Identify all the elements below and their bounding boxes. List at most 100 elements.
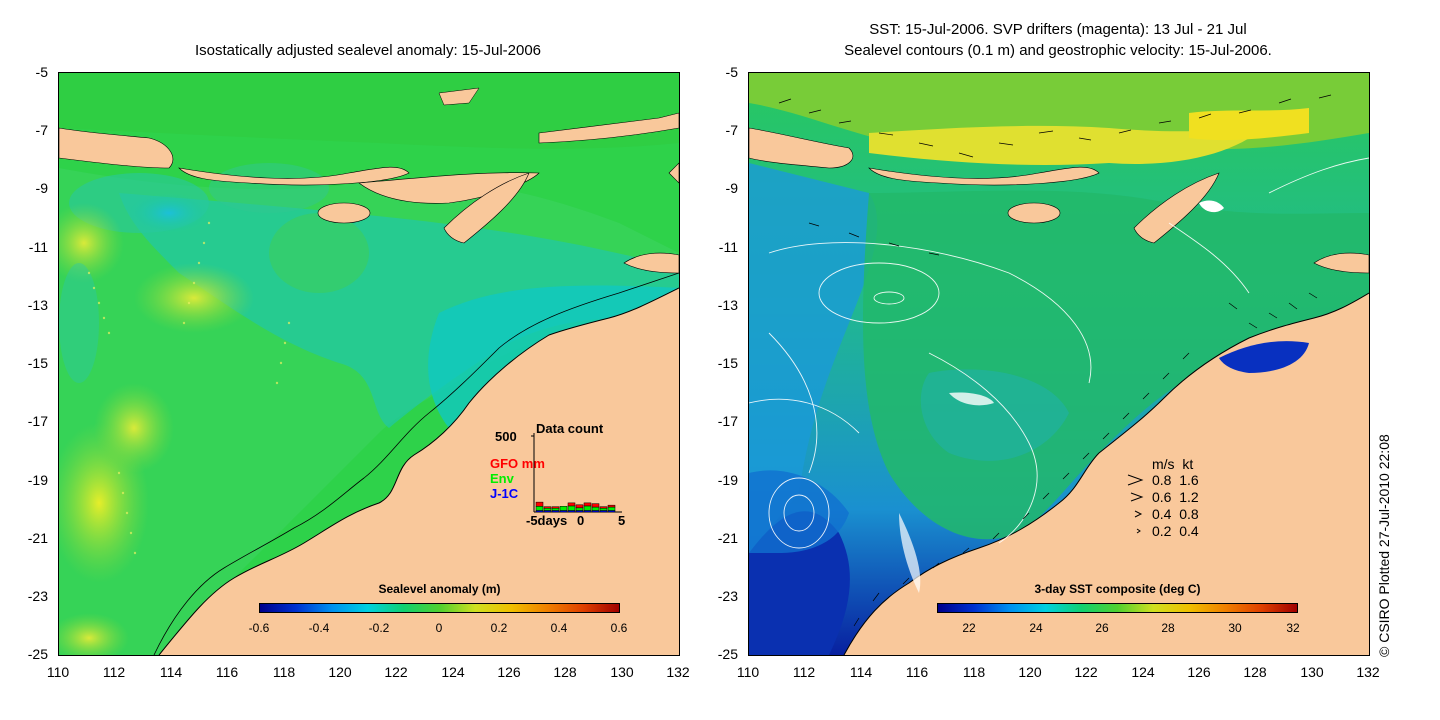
right-x-tick-label: 130 bbox=[1300, 664, 1324, 680]
right-y-tick-label: -11 bbox=[718, 239, 738, 255]
right-y-tick-label: -15 bbox=[717, 355, 738, 371]
left-y-tick-label: -21 bbox=[27, 530, 48, 546]
sla-colorbar-label: 0.2 bbox=[490, 621, 508, 635]
right-y-tick-label: -9 bbox=[725, 180, 738, 196]
right-y-tick-label: -17 bbox=[717, 413, 738, 429]
data-count-bar bbox=[535, 506, 544, 511]
sst-colorbar-label: 32 bbox=[1286, 621, 1300, 635]
right-x-tick-label: 122 bbox=[1074, 664, 1098, 680]
sla-colorbar-label: -0.2 bbox=[368, 621, 390, 635]
left-y-tick-label: -11 bbox=[28, 239, 48, 255]
left-x-tick-label: 130 bbox=[610, 664, 634, 680]
sla-colorbar bbox=[259, 603, 620, 613]
data-count-bar bbox=[551, 506, 560, 509]
data-count-bar bbox=[599, 506, 608, 509]
sst-colorbar-label: 22 bbox=[962, 621, 976, 635]
right-y-tick-label: -5 bbox=[725, 64, 738, 80]
sst-colorbar bbox=[937, 603, 1298, 613]
data-count-xlabel: -5days bbox=[526, 513, 568, 528]
data-count-bar bbox=[607, 504, 616, 508]
left-x-tick-label: 120 bbox=[328, 664, 352, 680]
data-count-title: Data count bbox=[536, 421, 604, 436]
right-y-tick-label: -7 bbox=[725, 122, 738, 138]
left-y-tick-label: -7 bbox=[35, 122, 48, 138]
left-map-title: Isostatically adjusted sealevel anomaly:… bbox=[194, 42, 542, 59]
data-count-bar bbox=[543, 506, 552, 509]
left-x-tick-label: 122 bbox=[384, 664, 408, 680]
right-y-tick-label: -21 bbox=[717, 530, 738, 546]
data-count-legend-env: Env bbox=[490, 471, 514, 486]
left-x-tick-label: 126 bbox=[497, 664, 521, 680]
data-count-bar bbox=[591, 506, 600, 511]
left-y-tick-label: -23 bbox=[27, 588, 48, 604]
left-x-tick-label: 114 bbox=[159, 664, 183, 680]
velocity-legend-row: 0.6 1.2 bbox=[1152, 489, 1199, 505]
data-count-xlabel: 5 bbox=[618, 513, 626, 528]
sst-colorbar-title: 3-day SST composite (deg C) bbox=[1034, 582, 1201, 596]
left-y-tick-label: -25 bbox=[27, 646, 48, 662]
left-y-tick-label: -13 bbox=[27, 297, 48, 313]
right-x-tick-label: 128 bbox=[1243, 664, 1267, 680]
sst-colorbar-label: 26 bbox=[1095, 621, 1109, 635]
sla-colorbar-title: Sealevel anomaly (m) bbox=[378, 582, 501, 596]
data-count-bar bbox=[575, 504, 584, 509]
csiro-credit: © CSIRO Plotted 27-Jul-2010 22:08 bbox=[1376, 434, 1392, 657]
right-y-tick-label: -19 bbox=[717, 472, 738, 488]
data-count-bar bbox=[543, 507, 552, 511]
data-count-legend-gfo: GFO mm bbox=[490, 456, 545, 471]
right-x-tick-label: 126 bbox=[1187, 664, 1211, 680]
right-x-tick-label: 120 bbox=[1018, 664, 1042, 680]
data-count-bar bbox=[575, 507, 584, 511]
right-y-tick-label: -23 bbox=[717, 588, 738, 604]
left-x-tick-label: 132 bbox=[666, 664, 690, 680]
data-count-bar bbox=[535, 501, 544, 507]
left-x-tick-label: 116 bbox=[215, 664, 239, 680]
left-x-tick-label: 124 bbox=[441, 664, 465, 680]
right-map-title-line2: Sealevel contours (0.1 m) and geostrophi… bbox=[844, 42, 1272, 59]
data-count-chart bbox=[531, 433, 622, 513]
sst-colorbar-label: 24 bbox=[1029, 621, 1043, 635]
data-count-bar bbox=[607, 506, 616, 511]
right-x-tick-label: 110 bbox=[736, 664, 760, 680]
velocity-legend-row: 0.8 1.6 bbox=[1152, 472, 1199, 488]
data-count-bar bbox=[551, 507, 560, 511]
sla-colorbar-label: 0.6 bbox=[610, 621, 628, 635]
data-count-xlabel: 0 bbox=[577, 513, 585, 528]
sst-map bbox=[748, 72, 1370, 656]
left-y-tick-label: -5 bbox=[35, 64, 48, 80]
data-count-bar bbox=[583, 505, 592, 511]
left-y-tick-label: -15 bbox=[27, 355, 48, 371]
right-map-title-line1: SST: 15-Jul-2006. SVP drifters (magenta)… bbox=[869, 21, 1247, 38]
left-y-tick-label: -9 bbox=[35, 180, 48, 196]
sla-colorbar-label: 0.4 bbox=[550, 621, 568, 635]
data-count-bar bbox=[567, 505, 576, 511]
sst-colorbar-label: 28 bbox=[1161, 621, 1175, 635]
left-x-tick-label: 118 bbox=[272, 664, 296, 680]
right-y-tick-label: -25 bbox=[717, 646, 738, 662]
velocity-legend-row: 0.4 0.8 bbox=[1152, 506, 1199, 522]
left-x-tick-label: 110 bbox=[46, 664, 70, 680]
sst-colorbar-label: 30 bbox=[1228, 621, 1242, 635]
left-x-tick-label: 112 bbox=[102, 664, 126, 680]
sealevel-anomaly-map bbox=[58, 72, 680, 656]
left-y-tick-label: -19 bbox=[27, 472, 48, 488]
data-count-ytick: 500 bbox=[495, 429, 517, 444]
data-count-bar bbox=[583, 502, 592, 507]
right-y-tick-label: -13 bbox=[717, 297, 738, 313]
velocity-legend-arrows bbox=[1127, 474, 1144, 534]
sla-colorbar-label: -0.4 bbox=[308, 621, 330, 635]
right-x-tick-label: 118 bbox=[962, 664, 986, 680]
right-x-tick-label: 132 bbox=[1356, 664, 1380, 680]
right-x-tick-label: 116 bbox=[905, 664, 929, 680]
right-x-tick-label: 112 bbox=[792, 664, 816, 680]
sla-colorbar-label: -0.6 bbox=[248, 621, 270, 635]
data-count-bar bbox=[567, 502, 576, 507]
data-count-bar bbox=[599, 507, 608, 511]
left-x-tick-label: 128 bbox=[553, 664, 577, 680]
left-y-tick-label: -17 bbox=[27, 413, 48, 429]
right-x-tick-label: 124 bbox=[1131, 664, 1155, 680]
right-x-tick-label: 114 bbox=[849, 664, 873, 680]
data-count-legend-j1c: J-1C bbox=[490, 486, 519, 501]
data-count-bar bbox=[559, 506, 568, 511]
sla-colorbar-label: 0 bbox=[435, 621, 443, 635]
